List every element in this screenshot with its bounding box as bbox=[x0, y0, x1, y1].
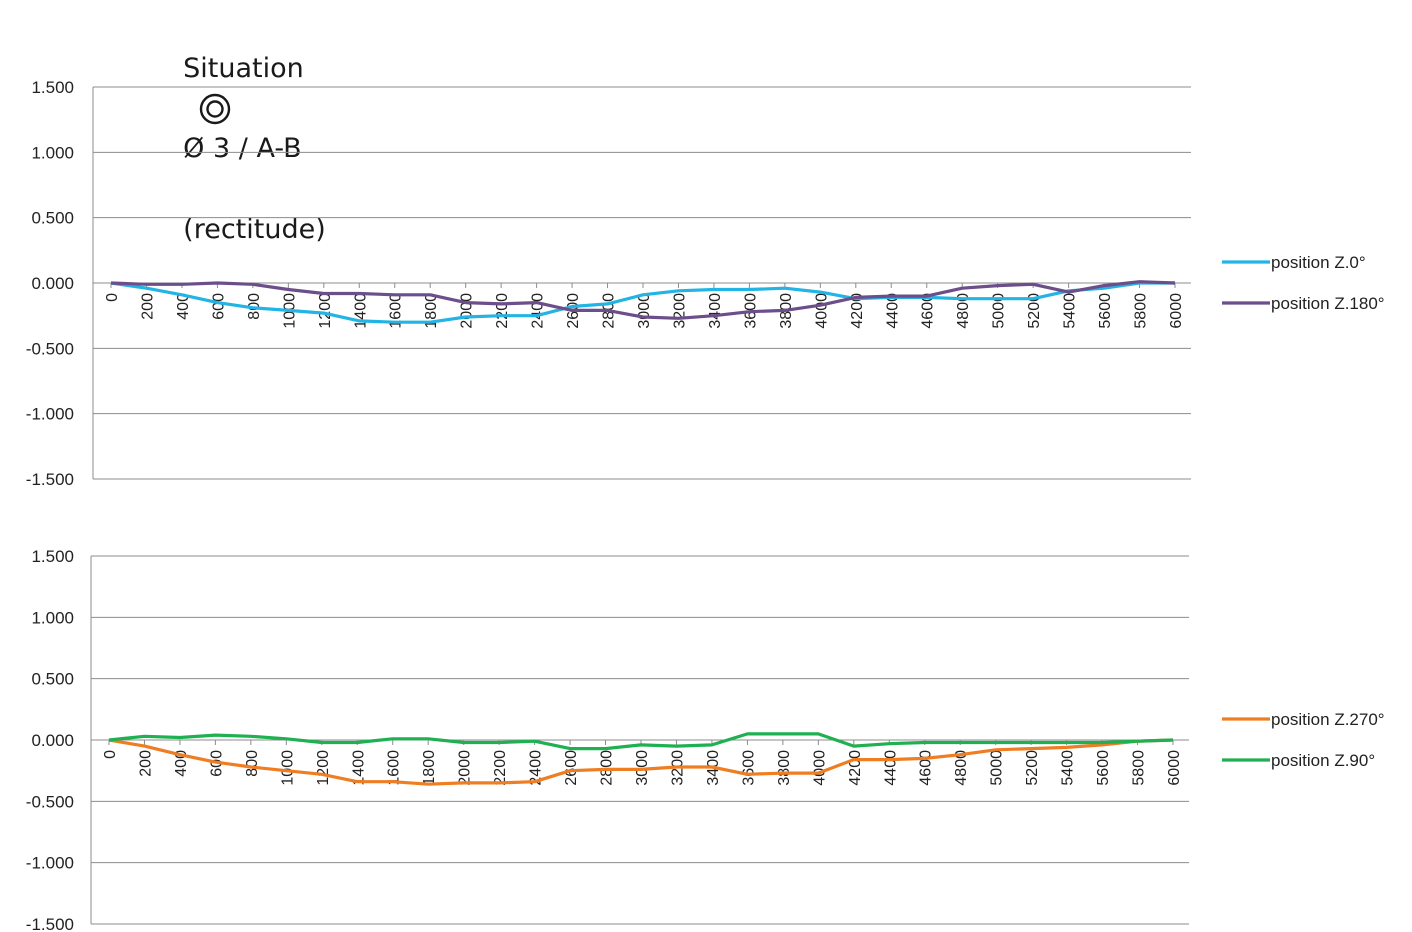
x-tick-label: 5000 bbox=[991, 293, 1008, 329]
x-tick-label: 2400 bbox=[528, 750, 545, 786]
chart-2: 1.500 1.000 0.500 0.000 -0.500 -1.000 -1.500 0 2… bbox=[26, 547, 1385, 932]
x-tick-label: 4600 bbox=[920, 293, 937, 329]
x-tick-label: 400 bbox=[175, 293, 192, 320]
title-prefix: Situation bbox=[183, 52, 304, 84]
x-tick-label: 1200 bbox=[315, 750, 332, 786]
x-tick-label: 800 bbox=[244, 750, 261, 777]
x-tick-label: 2600 bbox=[563, 750, 580, 786]
legend-label: position Z.180° bbox=[1271, 294, 1385, 313]
legend-label: position Z.0° bbox=[1271, 253, 1366, 272]
x-tick-label: 2000 bbox=[459, 293, 476, 329]
x-tick-label: 5400 bbox=[1060, 750, 1077, 786]
x-tick-label: 200 bbox=[139, 293, 156, 320]
x-tick-label: 200 bbox=[137, 750, 154, 777]
x-tick-label: 0 bbox=[104, 293, 121, 302]
x-tick-label: 2000 bbox=[457, 750, 474, 786]
x-tick-label: 5000 bbox=[989, 750, 1006, 786]
x-tick-label: 1600 bbox=[388, 293, 405, 329]
x-tick-label: 5600 bbox=[1097, 293, 1114, 329]
x-tick-label: 1800 bbox=[421, 750, 438, 786]
x-tick-label: 4000 bbox=[813, 293, 830, 329]
x-tick-label: 3600 bbox=[740, 750, 757, 786]
x-tick-label: 2200 bbox=[494, 293, 511, 329]
x-tick-label: 3800 bbox=[776, 750, 793, 786]
x-tick-label: 5800 bbox=[1133, 293, 1150, 329]
y-tick-label: -0.500 bbox=[26, 792, 74, 811]
y-tick-label: -1.500 bbox=[26, 915, 74, 932]
y-tick-label: 0.000 bbox=[31, 274, 74, 293]
x-tick-label: 4800 bbox=[955, 293, 972, 329]
x-tick-label: 2800 bbox=[599, 750, 616, 786]
legend-label: position Z.90° bbox=[1271, 751, 1375, 770]
x-tick-label: 4000 bbox=[811, 750, 828, 786]
y-tick-label: 1.000 bbox=[31, 143, 74, 162]
concentricity-icon bbox=[199, 93, 231, 125]
y-tick-label: 1.000 bbox=[31, 608, 74, 627]
y-tick-label: -1.000 bbox=[26, 854, 74, 873]
x-tick-label: 1400 bbox=[350, 750, 367, 786]
x-tick-label: 0 bbox=[102, 750, 119, 759]
chart-title: Situation Ø 3 / A-B (rectitude) bbox=[166, 8, 326, 245]
y-tick-label: -1.000 bbox=[26, 405, 74, 424]
y-tick-label: 1.500 bbox=[31, 78, 74, 97]
x-tick-label: 2200 bbox=[492, 750, 509, 786]
x-tick-label: 1000 bbox=[279, 750, 296, 786]
y-tick-label: 0.500 bbox=[31, 209, 74, 228]
series-line bbox=[110, 281, 1175, 324]
x-tick-label: 4200 bbox=[849, 293, 866, 329]
x-tick-label: 1400 bbox=[352, 293, 369, 329]
x-tick-label: 5400 bbox=[1062, 293, 1079, 329]
title-suffix: (rectitude) bbox=[183, 213, 326, 245]
y-tick-label: 1.500 bbox=[31, 547, 74, 566]
x-tick-label: 6000 bbox=[1168, 293, 1185, 329]
x-tick-label: 2400 bbox=[530, 293, 547, 329]
x-tick-label: 4400 bbox=[884, 293, 901, 329]
x-tick-label: 4200 bbox=[847, 750, 864, 786]
x-tick-label: 6000 bbox=[1166, 750, 1183, 786]
x-tick-label: 3200 bbox=[671, 293, 688, 329]
y-tick-label: -1.500 bbox=[26, 470, 74, 489]
x-tick-label: 600 bbox=[210, 293, 227, 320]
x-tick-label: 5200 bbox=[1024, 750, 1041, 786]
x-tick-label: 5800 bbox=[1131, 750, 1148, 786]
x-tick-label: 1200 bbox=[317, 293, 334, 329]
y-tick-label: 0.000 bbox=[31, 731, 74, 750]
x-tick-label: 4600 bbox=[918, 750, 935, 786]
x-tick-label: 4400 bbox=[882, 750, 899, 786]
x-tick-label: 5600 bbox=[1095, 750, 1112, 786]
y-tick-label: 0.500 bbox=[31, 670, 74, 689]
x-tick-label: 3400 bbox=[707, 293, 724, 329]
x-tick-label: 4800 bbox=[953, 750, 970, 786]
x-tick-label: 1600 bbox=[386, 750, 403, 786]
series-line bbox=[108, 732, 1174, 751]
title-tolerance: Ø 3 / A-B bbox=[183, 133, 302, 164]
x-tick-label: 1800 bbox=[423, 293, 440, 329]
x-tick-label: 5200 bbox=[1026, 293, 1043, 329]
legend-label: position Z.270° bbox=[1271, 710, 1385, 729]
series-line bbox=[108, 738, 1174, 786]
x-tick-label: 3000 bbox=[636, 293, 653, 329]
series-line bbox=[110, 280, 1176, 320]
y-tick-label: -0.500 bbox=[26, 339, 74, 358]
chart-1: 1.500 1.000 0.500 0.000 -0.500 -1.000 -1.500 0 2… bbox=[26, 78, 1385, 489]
